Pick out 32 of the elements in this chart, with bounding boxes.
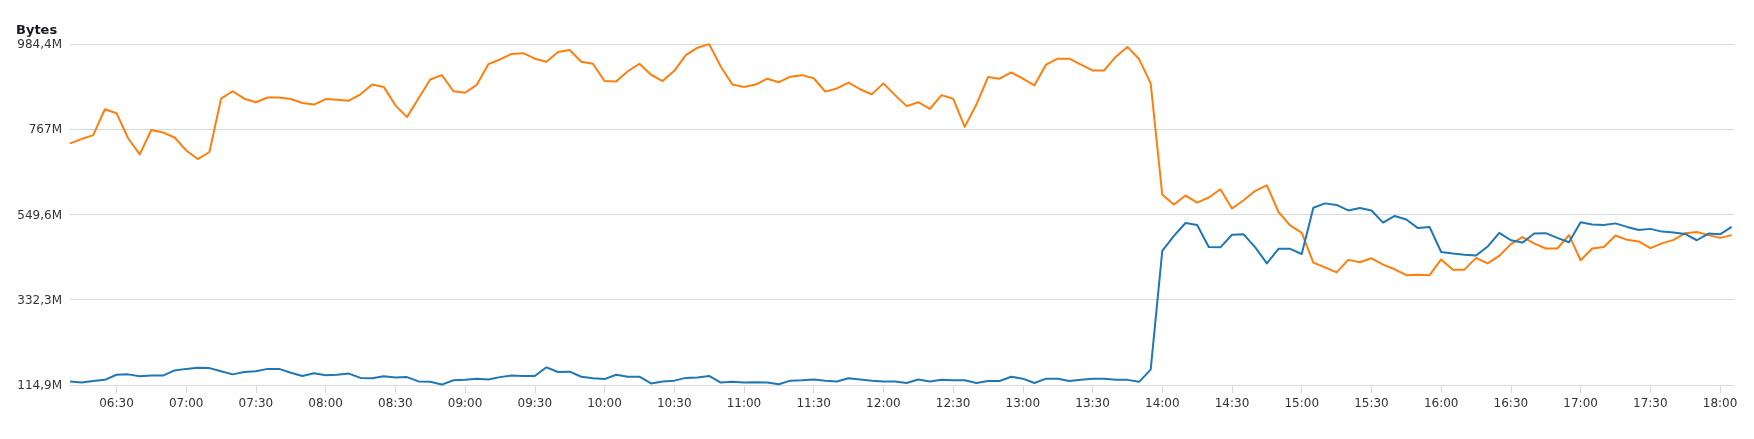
- x-tick-label: 13:30: [1075, 396, 1110, 410]
- x-tick-label: 06:30: [99, 396, 134, 410]
- y-axis-title: Bytes: [16, 22, 58, 37]
- x-tick-label: 10:00: [587, 396, 622, 410]
- y-tick-label: 767M: [28, 122, 62, 137]
- x-tick-label: 11:30: [796, 396, 831, 410]
- x-tick-label: 16:00: [1423, 396, 1459, 410]
- x-tick-label: 07:00: [168, 396, 204, 410]
- x-tick-label: 09:00: [447, 396, 483, 410]
- x-tick-label: 13:00: [1005, 396, 1041, 410]
- y-tick-label: 332,3M: [17, 292, 62, 307]
- x-tick-label: 09:30: [517, 396, 553, 410]
- x-tick-label: 14:00: [1144, 396, 1180, 410]
- x-tick-label: 11:00: [726, 396, 762, 410]
- x-tick-label: 12:30: [935, 396, 971, 410]
- x-tick-label: 15:00: [1284, 396, 1320, 410]
- x-tick-label: 18:00: [1702, 396, 1738, 410]
- x-tick-label: 08:30: [378, 396, 413, 410]
- x-tick-label: 16:30: [1493, 396, 1529, 410]
- x-tick-label: 17:30: [1633, 396, 1668, 410]
- x-tick-label: 12:00: [866, 396, 901, 410]
- x-tick-label: 08:00: [308, 396, 343, 410]
- x-tick-label: 10:30: [656, 396, 692, 410]
- x-tick-label: 07:30: [238, 396, 274, 410]
- x-tick-label: 14:30: [1214, 396, 1250, 410]
- y-tick-label: 984,4M: [17, 37, 62, 51]
- x-tick-label: 17:00: [1563, 396, 1598, 410]
- line-series: [69, 43, 1733, 277]
- x-tick-label: 15:30: [1354, 396, 1389, 410]
- y-tick-label: 549,6M: [17, 207, 62, 222]
- y-tick-label: 114,9M: [17, 378, 62, 392]
- line-series: [69, 202, 1733, 386]
